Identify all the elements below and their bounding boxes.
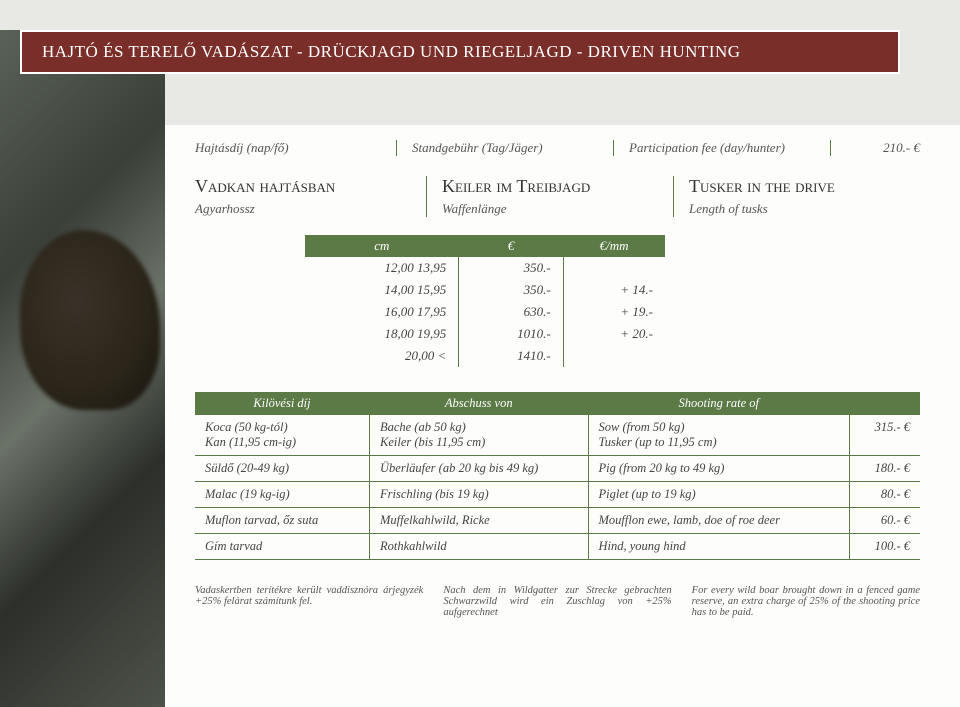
price-cell: + 19.- bbox=[563, 301, 665, 323]
shooting-row: Süldő (20-49 kg)Überläufer (ab 20 kg bis… bbox=[195, 456, 920, 482]
shooting-row: Malac (19 kg-ig)Frischling (bis 19 kg)Pi… bbox=[195, 482, 920, 508]
drive-col-en: Tusker in the drive Length of tusks bbox=[674, 176, 920, 217]
shooting-price: 180.- € bbox=[850, 456, 920, 482]
page-header: HAJTÓ ÉS TERELŐ VADÁSZAT - DRÜCKJAGD UND… bbox=[20, 30, 900, 74]
price-cell: 12,00 13,95 bbox=[305, 257, 459, 279]
shooting-col-en: Shooting rate of bbox=[589, 392, 850, 415]
price-col-cm: cm bbox=[305, 235, 459, 257]
drive-title-de: Keiler im Treibjagd bbox=[442, 176, 673, 197]
header-title: HAJTÓ ÉS TERELŐ VADÁSZAT - DRÜCKJAGD UND… bbox=[42, 42, 741, 61]
footnote-de: Nach dem in Wildgatter zur Strecke gebra… bbox=[443, 585, 671, 618]
price-cell: 630.- bbox=[459, 301, 563, 323]
price-cell: 20,00 < bbox=[305, 345, 459, 367]
shooting-cell: Frischling (bis 19 kg) bbox=[370, 482, 588, 508]
footnote-hu: Vadaskertben terítékre került vaddisznór… bbox=[195, 585, 423, 618]
shooting-table: Kilövési díj Abschuss von Shooting rate … bbox=[195, 392, 920, 560]
price-row: 16,00 17,95630.-+ 19.- bbox=[305, 301, 665, 323]
price-row: 18,00 19,951010.-+ 20.- bbox=[305, 323, 665, 345]
shooting-price: 100.- € bbox=[850, 534, 920, 560]
shooting-cell: Malac (19 kg-ig) bbox=[195, 482, 369, 508]
price-cell: 1410.- bbox=[459, 345, 563, 367]
shooting-cell: Hind, young hind bbox=[589, 534, 850, 560]
price-cell: 16,00 17,95 bbox=[305, 301, 459, 323]
shooting-row: Koca (50 kg-tól) Kan (11,95 cm-ig)Bache … bbox=[195, 415, 920, 456]
shooting-cell: Süldő (20-49 kg) bbox=[195, 456, 369, 482]
shooting-cell: Piglet (up to 19 kg) bbox=[589, 482, 850, 508]
content-area: Hajtásdíj (nap/fő) Standgebühr (Tag/Jäge… bbox=[165, 125, 960, 707]
price-cell: 350.- bbox=[459, 279, 563, 301]
price-cell: 1010.- bbox=[459, 323, 563, 345]
drive-title-en: Tusker in the drive bbox=[689, 176, 920, 197]
shooting-cell: Koca (50 kg-tól) Kan (11,95 cm-ig) bbox=[195, 415, 369, 456]
drive-col-hu: Vadkan hajtásban Agyarhossz bbox=[195, 176, 426, 217]
price-table: cm € €/mm 12,00 13,95350.-14,00 15,95350… bbox=[305, 235, 665, 367]
shooting-cell: Muffelkahlwild, Ricke bbox=[370, 508, 588, 534]
drive-col-de: Keiler im Treibjagd Waffenlänge bbox=[427, 176, 673, 217]
drive-sub-hu: Agyarhossz bbox=[195, 201, 426, 217]
price-row: 12,00 13,95350.- bbox=[305, 257, 665, 279]
price-row: 14,00 15,95350.-+ 14.- bbox=[305, 279, 665, 301]
price-cell bbox=[563, 345, 665, 367]
drive-row: Vadkan hajtásban Agyarhossz Keiler im Tr… bbox=[195, 176, 920, 217]
price-cell bbox=[563, 257, 665, 279]
fee-label-de: Standgebühr (Tag/Jäger) bbox=[397, 140, 613, 156]
shooting-cell: Pig (from 20 kg to 49 kg) bbox=[589, 456, 850, 482]
price-cell: + 20.- bbox=[563, 323, 665, 345]
price-cell: 18,00 19,95 bbox=[305, 323, 459, 345]
shooting-cell: Moufflon ewe, lamb, doe of roe deer bbox=[589, 508, 850, 534]
shooting-cell: Gím tarvad bbox=[195, 534, 369, 560]
price-col-mm: €/mm bbox=[563, 235, 665, 257]
price-col-eur: € bbox=[459, 235, 563, 257]
shooting-row: Gím tarvadRothkahlwildHind, young hind10… bbox=[195, 534, 920, 560]
shooting-cell: Muflon tarvad, őz suta bbox=[195, 508, 369, 534]
footnote-en: For every wild boar brought down in a fe… bbox=[692, 585, 920, 618]
shooting-price: 60.- € bbox=[850, 508, 920, 534]
shooting-cell: Rothkahlwild bbox=[370, 534, 588, 560]
shooting-price: 315.- € bbox=[850, 415, 920, 456]
drive-sub-de: Waffenlänge bbox=[442, 201, 673, 217]
price-cell: 350.- bbox=[459, 257, 563, 279]
fee-label-hu: Hajtásdíj (nap/fő) bbox=[195, 140, 396, 156]
shooting-cell: Bache (ab 50 kg) Keiler (bis 11,95 cm) bbox=[370, 415, 588, 456]
price-cell: 14,00 15,95 bbox=[305, 279, 459, 301]
fee-label-en: Participation fee (day/hunter) bbox=[614, 140, 830, 156]
shooting-cell: Überläufer (ab 20 kg bis 49 kg) bbox=[370, 456, 588, 482]
drive-title-hu: Vadkan hajtásban bbox=[195, 176, 426, 197]
participation-fee-row: Hajtásdíj (nap/fő) Standgebühr (Tag/Jäge… bbox=[195, 140, 920, 156]
drive-sub-en: Length of tusks bbox=[689, 201, 920, 217]
shooting-col-de: Abschuss von bbox=[370, 392, 588, 415]
shooting-row: Muflon tarvad, őz sutaMuffelkahlwild, Ri… bbox=[195, 508, 920, 534]
footnotes: Vadaskertben terítékre került vaddisznór… bbox=[195, 585, 920, 618]
photo-background bbox=[0, 30, 165, 707]
price-cell: + 14.- bbox=[563, 279, 665, 301]
shooting-col-price bbox=[850, 392, 920, 415]
shooting-col-hu: Kilövési díj bbox=[195, 392, 369, 415]
fee-amount: 210.- € bbox=[830, 140, 920, 156]
price-row: 20,00 <1410.- bbox=[305, 345, 665, 367]
shooting-price: 80.- € bbox=[850, 482, 920, 508]
shooting-cell: Sow (from 50 kg) Tusker (up to 11,95 cm) bbox=[589, 415, 850, 456]
